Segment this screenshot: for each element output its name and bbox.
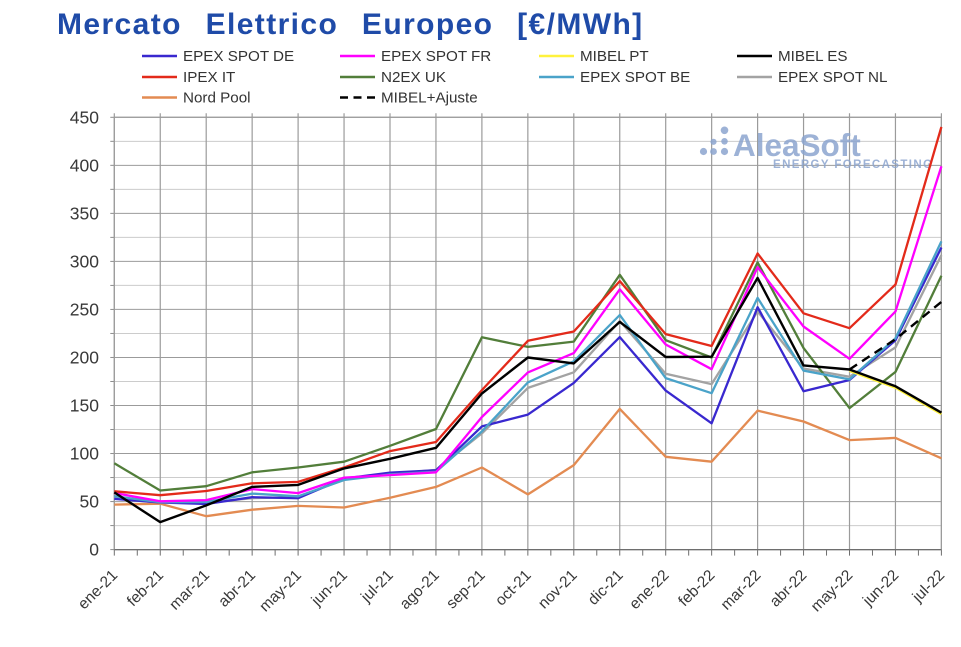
svg-text:MIBEL ES: MIBEL ES <box>778 48 848 65</box>
svg-text:MIBEL PT: MIBEL PT <box>580 48 649 65</box>
svg-text:IPEX IT: IPEX IT <box>183 69 235 86</box>
svg-text:300: 300 <box>70 251 99 271</box>
svg-text:350: 350 <box>70 203 99 223</box>
svg-text:AleaSoft: AleaSoft <box>733 127 861 163</box>
svg-text:Mercato Elettrico Europeo [€/: Mercato Elettrico Europeo [€/MWh] <box>57 8 644 41</box>
svg-text:MIBEL+Ajuste: MIBEL+Ajuste <box>381 90 478 107</box>
svg-text:EPEX SPOT NL: EPEX SPOT NL <box>778 69 887 86</box>
svg-text:200: 200 <box>70 348 99 368</box>
svg-text:0: 0 <box>89 540 99 560</box>
svg-text:ENERGY FORECASTING: ENERGY FORECASTING <box>773 159 933 171</box>
svg-text:EPEX SPOT DE: EPEX SPOT DE <box>183 48 294 65</box>
svg-text:EPEX SPOT BE: EPEX SPOT BE <box>580 69 690 86</box>
svg-text:250: 250 <box>70 299 99 319</box>
svg-text:50: 50 <box>80 492 100 512</box>
svg-text:N2EX UK: N2EX UK <box>381 69 446 86</box>
svg-text:100: 100 <box>70 444 99 464</box>
svg-text:150: 150 <box>70 396 99 416</box>
svg-text:400: 400 <box>70 155 99 175</box>
svg-text:450: 450 <box>70 107 99 127</box>
svg-text:EPEX SPOT FR: EPEX SPOT FR <box>381 48 491 65</box>
svg-text:Nord Pool: Nord Pool <box>183 90 251 107</box>
